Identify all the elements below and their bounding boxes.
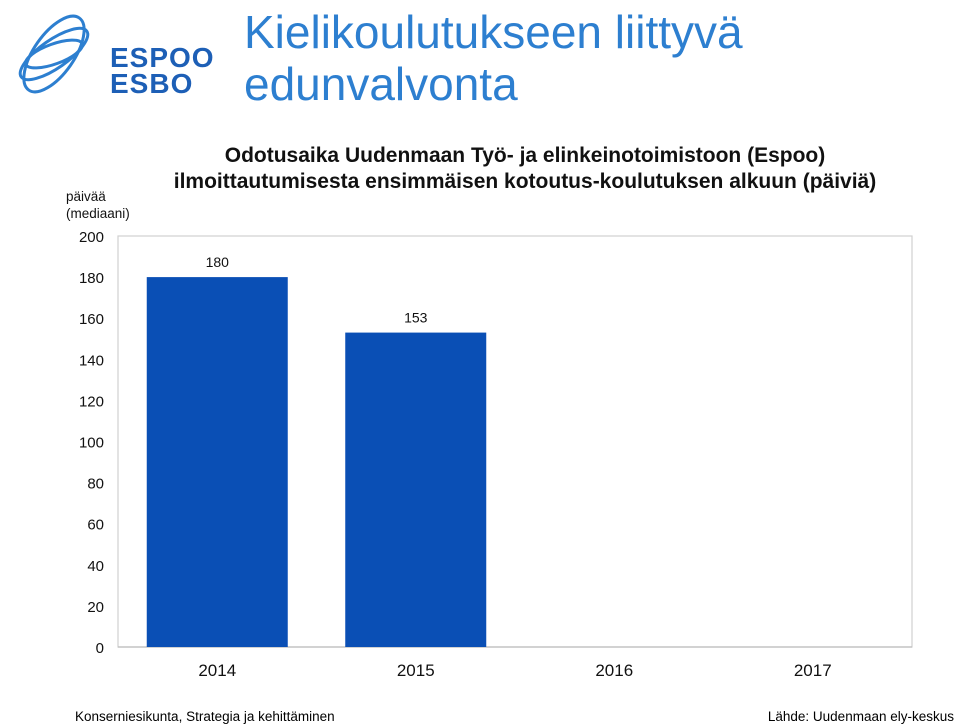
slide-title: Kielikoulutukseen liittyvä edunvalvonta bbox=[244, 6, 743, 110]
y-tick-label: 200 bbox=[79, 229, 104, 246]
y-tick-label: 0 bbox=[96, 640, 104, 657]
x-tick-label: 2014 bbox=[198, 661, 236, 680]
y-tick-label: 120 bbox=[79, 393, 104, 410]
data-label: 153 bbox=[404, 310, 428, 326]
y-axis-label: päivää (mediaani) bbox=[66, 188, 130, 222]
bar bbox=[146, 277, 288, 647]
y-tick-label: 60 bbox=[87, 517, 104, 534]
data-label: 180 bbox=[206, 254, 230, 270]
bar bbox=[345, 332, 487, 647]
x-tick-label: 2017 bbox=[794, 661, 832, 680]
y-tick-label: 20 bbox=[87, 599, 104, 616]
y-tick-label: 40 bbox=[87, 558, 104, 575]
footer-source: Lähde: Uudenmaan ely-keskus bbox=[767, 709, 954, 724]
y-tick-label: 80 bbox=[87, 476, 104, 493]
x-tick-label: 2016 bbox=[595, 661, 633, 680]
y-tick-label: 140 bbox=[79, 352, 104, 369]
y-tick-label: 160 bbox=[79, 311, 104, 328]
y-tick-label: 100 bbox=[79, 435, 104, 452]
chart-title: Odotusaika Uudenmaan Työ- ja elinkeinoto… bbox=[173, 144, 877, 193]
espoo-logo-icon bbox=[18, 14, 90, 94]
x-tick-label: 2015 bbox=[397, 661, 435, 680]
logo-text-esbo: ESBO bbox=[110, 68, 194, 99]
logo-text-espoo: ESPOO bbox=[110, 42, 215, 73]
footer-left: Konserniesikunta, Strategia ja kehittämi… bbox=[75, 709, 335, 724]
y-tick-label: 180 bbox=[79, 270, 104, 287]
y-axis-label-text: päivää (mediaani) bbox=[66, 189, 130, 221]
espoo-logo: ESPOO ESBO bbox=[4, 4, 214, 104]
